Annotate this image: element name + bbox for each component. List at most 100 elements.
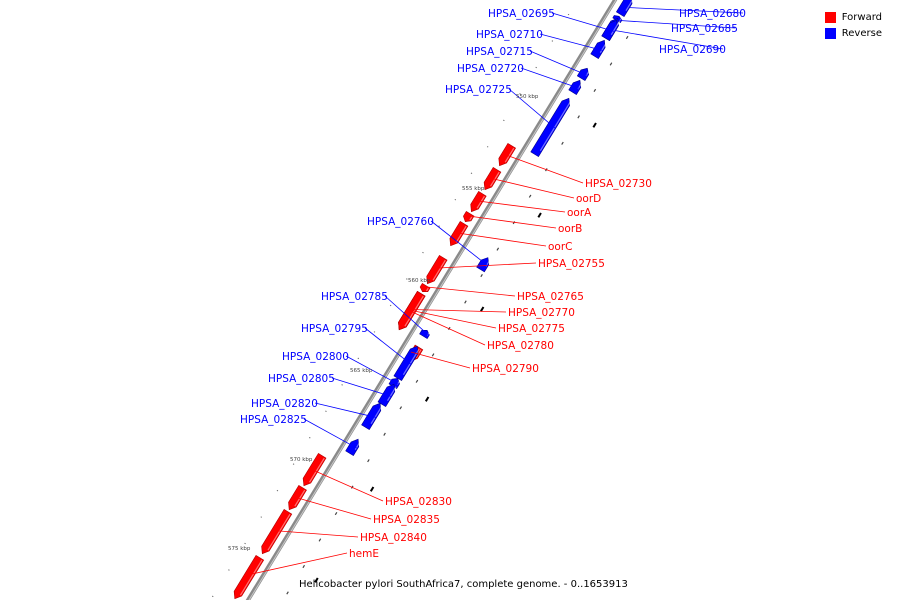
- gene-feature-oorA[interactable]: [470, 190, 487, 213]
- gene-label-oorD[interactable]: oorD: [576, 193, 601, 205]
- tick-mark: [464, 300, 467, 304]
- tick-mark: [454, 198, 457, 201]
- tick-mark: [341, 384, 343, 386]
- gene-label-HPSA_02770[interactable]: HPSA_02770: [508, 307, 575, 319]
- gene-label-HPSA_02795[interactable]: HPSA_02795: [301, 323, 368, 335]
- gene-label-HPSA_02805[interactable]: HPSA_02805: [268, 373, 335, 385]
- tick-mark: [389, 304, 392, 307]
- tick-mark: [567, 13, 570, 16]
- gene-label-HPSA_02680[interactable]: HPSA_02680: [679, 8, 746, 20]
- tick-mark: [486, 146, 489, 148]
- tick-mark: [325, 410, 327, 413]
- tick-marks: [211, 13, 629, 598]
- leader-line: [384, 295, 430, 336]
- tick-mark: [211, 595, 214, 598]
- gene-label-hemE[interactable]: hemE: [349, 548, 379, 560]
- tick-mark: [406, 278, 408, 280]
- gene-label-oorC[interactable]: oorC: [548, 241, 573, 253]
- tick-mark: [367, 459, 370, 463]
- gene-highlight: [239, 559, 263, 596]
- gene-feature-HPSA_02795[interactable]: [393, 345, 419, 382]
- gene-label-HPSA_02830[interactable]: HPSA_02830: [385, 496, 452, 508]
- gene-feature-hemE[interactable]: [233, 554, 265, 600]
- gene-label-HPSA_02725[interactable]: HPSA_02725: [445, 84, 512, 96]
- legend-forward-label: Forward: [841, 11, 882, 23]
- leader-line: [520, 67, 581, 89]
- leader-line: [539, 33, 604, 51]
- tick-mark: [309, 436, 311, 439]
- gene-label-HPSA_02790[interactable]: HPSA_02790: [472, 363, 539, 375]
- label-leader-lines: [243, 7, 744, 577]
- scale-label: 560 kbp: [408, 278, 431, 284]
- gene-label-HPSA_02685[interactable]: HPSA_02685: [671, 23, 738, 35]
- scale-label: 565 kbp: [350, 368, 373, 374]
- gene-feature-HPSA_02830[interactable]: [302, 452, 327, 487]
- leader-line: [345, 355, 400, 385]
- gene-feature-HPSA_02755[interactable]: [426, 254, 448, 285]
- gene-label-HPSA_02765[interactable]: HPSA_02765: [517, 291, 584, 303]
- gene-label-HPSA_02785[interactable]: HPSA_02785: [321, 291, 388, 303]
- legend-forward: Forward: [824, 9, 882, 25]
- gene-label-HPSA_02715[interactable]: HPSA_02715: [466, 46, 533, 58]
- forward-swatch: [824, 11, 836, 23]
- genome-backbone: [245, 0, 618, 600]
- gene-label-HPSA_02695[interactable]: HPSA_02695: [488, 8, 555, 20]
- gene-feature-HPSA_02805[interactable]: [377, 383, 396, 408]
- tick-mark: [357, 357, 360, 360]
- gene-feature-oorB[interactable]: [463, 210, 475, 223]
- tick-mark: [302, 564, 306, 569]
- gene-feature-HPSA_02760[interactable]: [476, 257, 490, 273]
- gene-feature-HPSA_02720[interactable]: [568, 79, 582, 96]
- gene-labels: HPSA_02680 HPSA_02685 HPSA_02690 HPSA_02695…: [240, 8, 746, 560]
- tick-mark: [625, 35, 629, 40]
- gene-feature-HPSA_02680[interactable]: [615, 0, 633, 18]
- gene-label-HPSA_02690[interactable]: HPSA_02690: [659, 44, 726, 56]
- gene-feature-HPSA_02840[interactable]: [261, 508, 293, 555]
- gene-label-HPSA_02730[interactable]: HPSA_02730: [585, 178, 652, 190]
- leader-line: [364, 327, 412, 365]
- leader-line: [406, 308, 507, 313]
- gene-label-HPSA_02835[interactable]: HPSA_02835: [373, 514, 440, 526]
- leader-line: [508, 88, 556, 129]
- tick-mark: [399, 406, 403, 410]
- gene-highlight: [354, 441, 361, 450]
- gene-label-HPSA_02755[interactable]: HPSA_02755: [538, 258, 605, 270]
- gene-label-oorB[interactable]: oorB: [558, 223, 582, 235]
- gene-feature-HPSA_02715[interactable]: [576, 67, 590, 82]
- gene-label-HPSA_02775[interactable]: HPSA_02775: [498, 323, 565, 335]
- leader-line: [551, 12, 616, 32]
- leader-line: [431, 262, 537, 269]
- gene-highlight: [625, 0, 634, 12]
- gene-feature-HPSA_02730[interactable]: [498, 142, 517, 167]
- tick-mark: [577, 115, 580, 119]
- gene-label-HPSA_02720[interactable]: HPSA_02720: [457, 63, 524, 75]
- gene-highlight: [476, 195, 485, 209]
- gene-feature-HPSA_02825[interactable]: [345, 438, 360, 457]
- leader-line: [501, 153, 584, 184]
- leader-line: [629, 7, 744, 14]
- gene-label-HPSA_02825[interactable]: HPSA_02825: [240, 414, 307, 426]
- gene-label-HPSA_02710[interactable]: HPSA_02710: [476, 29, 543, 41]
- gene-label-HPSA_02780[interactable]: HPSA_02780: [487, 340, 554, 352]
- gene-label-HPSA_02800[interactable]: HPSA_02800: [282, 351, 349, 363]
- scale-labels: 550 kbp 555 kbp 560 kbp 565 kbp 570 kbp 575 k…: [228, 94, 539, 552]
- leader-line: [243, 552, 348, 577]
- tick-mark: [528, 194, 532, 198]
- legend-reverse: Reverse: [824, 25, 882, 41]
- tick-mark: [512, 221, 516, 225]
- tick-mark: [503, 119, 505, 122]
- major-tick: [592, 122, 597, 128]
- gene-feature-HPSA_02695[interactable]: [601, 19, 618, 42]
- gene-label-HPSA_02840[interactable]: HPSA_02840: [360, 532, 427, 544]
- gene-label-HPSA_02760[interactable]: HPSA_02760: [367, 216, 434, 228]
- leader-line: [331, 377, 392, 397]
- tick-mark: [383, 432, 386, 436]
- leader-line: [473, 199, 566, 213]
- tick-mark: [292, 463, 295, 465]
- gene-feature-HPSA_02765[interactable]: [419, 282, 431, 293]
- gene-highlight: [455, 225, 467, 243]
- gene-feature-HPSA_02725[interactable]: [530, 97, 570, 158]
- gene-label-oorA[interactable]: oorA: [567, 207, 592, 219]
- gene-label-HPSA_02820[interactable]: HPSA_02820: [251, 398, 318, 410]
- gene-highlight: [294, 489, 306, 507]
